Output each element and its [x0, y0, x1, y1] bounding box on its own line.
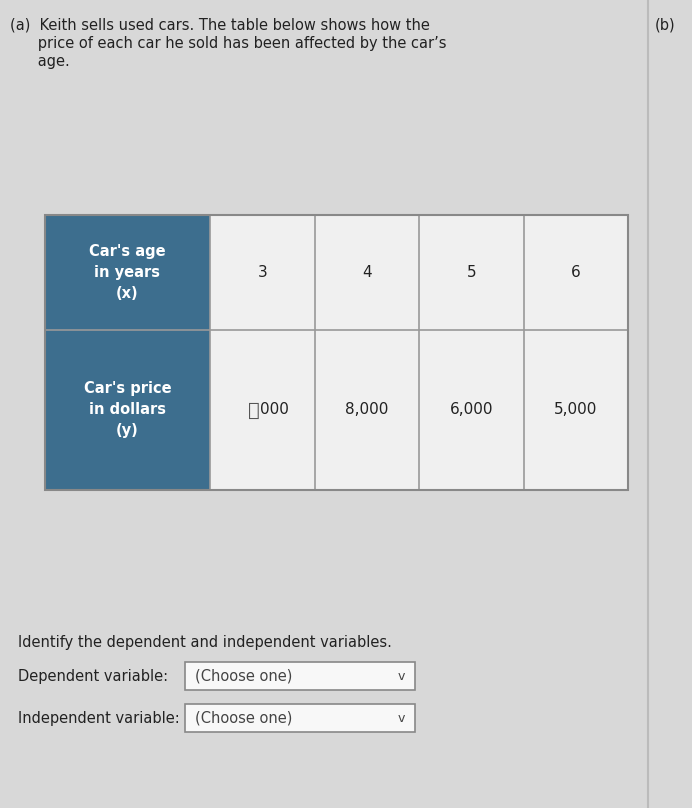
Text: 6: 6	[571, 265, 581, 280]
Bar	[45, 215, 628, 490]
Text: v: v	[397, 712, 405, 725]
Text: Car's price
in dollars
(y): Car's price in dollars (y)	[84, 381, 172, 439]
Text: 6,000: 6,000	[450, 402, 493, 418]
Text: 8,000: 8,000	[345, 402, 388, 418]
Bar	[524, 330, 628, 490]
Bar	[419, 330, 524, 490]
Text: (b): (b)	[655, 18, 675, 33]
Bar	[210, 215, 314, 330]
Text: 5: 5	[466, 265, 476, 280]
Bar	[185, 704, 415, 732]
Text: (a)  Keith sells used cars. The table below shows how the: (a) Keith sells used cars. The table bel…	[10, 18, 430, 33]
Text: Independent variable:: Independent variable:	[18, 710, 180, 726]
Text: Car's age
in years
(x): Car's age in years (x)	[89, 244, 166, 301]
Bar	[45, 330, 210, 490]
Bar	[185, 662, 415, 690]
Text: 000: 000	[260, 402, 289, 418]
Text: age.: age.	[10, 54, 70, 69]
Text: Dependent variable:: Dependent variable:	[18, 668, 168, 684]
Text: (Choose one): (Choose one)	[195, 668, 293, 684]
Bar	[45, 215, 210, 330]
Bar	[314, 215, 419, 330]
Text: (Choose one): (Choose one)	[195, 710, 293, 726]
Text: ⎆: ⎆	[248, 401, 260, 419]
Text: Identify the dependent and independent variables.: Identify the dependent and independent v…	[18, 635, 392, 650]
Bar	[524, 215, 628, 330]
Text: v: v	[397, 670, 405, 683]
Text: 4: 4	[362, 265, 372, 280]
Bar	[419, 215, 524, 330]
Bar	[210, 330, 314, 490]
Text: 3: 3	[257, 265, 267, 280]
Bar	[45, 215, 628, 490]
Text: 5,000: 5,000	[554, 402, 597, 418]
Bar	[314, 330, 419, 490]
Text: price of each car he sold has been affected by the car’s: price of each car he sold has been affec…	[10, 36, 446, 51]
